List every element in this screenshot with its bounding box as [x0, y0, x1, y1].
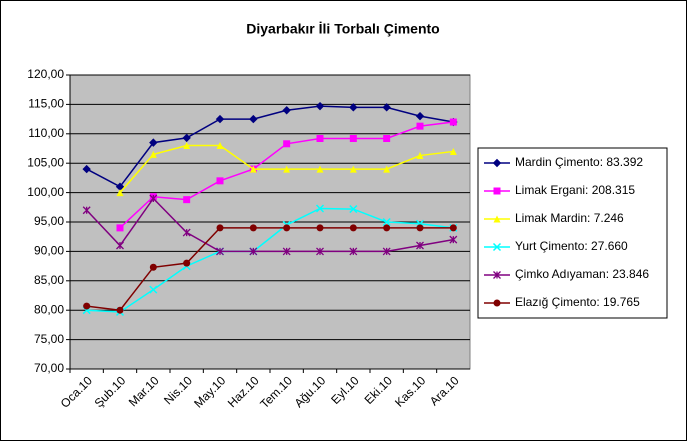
- marker: [215, 114, 225, 124]
- marker: [149, 194, 158, 203]
- marker: [315, 101, 325, 111]
- marker: [149, 138, 158, 147]
- marker: [116, 306, 124, 314]
- marker: [249, 114, 258, 124]
- marker: [416, 152, 424, 160]
- y-tick-label: 70,00: [34, 361, 64, 375]
- marker: [182, 228, 191, 237]
- marker: [116, 189, 124, 197]
- marker: [149, 150, 157, 158]
- marker: [349, 103, 358, 112]
- series-line: [86, 105, 454, 188]
- marker: [216, 142, 224, 150]
- marker: [383, 135, 391, 143]
- marker: [82, 164, 91, 174]
- marker: [493, 271, 501, 279]
- marker: [382, 247, 391, 256]
- marker: [493, 215, 501, 223]
- marker: [316, 247, 324, 256]
- marker: [493, 299, 501, 307]
- marker: [416, 122, 424, 130]
- marker: [216, 177, 224, 185]
- marker: [216, 247, 224, 256]
- marker: [492, 242, 502, 252]
- legend-label: Mardin Çimento: 83.392: [515, 155, 643, 169]
- marker: [149, 285, 158, 294]
- legend-label: Elazığ Çimento: 19.765: [515, 295, 640, 309]
- marker: [415, 111, 425, 121]
- marker: [183, 259, 191, 267]
- series-line: [86, 197, 454, 253]
- marker: [249, 224, 257, 232]
- marker: [283, 165, 291, 173]
- marker: [116, 241, 124, 250]
- y-tick-label: 80,00: [34, 302, 64, 316]
- marker: [493, 187, 501, 195]
- marker: [282, 247, 291, 256]
- marker: [383, 224, 391, 232]
- marker: [349, 247, 358, 256]
- marker: [382, 103, 391, 112]
- marker: [283, 224, 291, 232]
- marker: [182, 133, 191, 143]
- y-tick-label: 75,00: [34, 332, 64, 346]
- marker: [249, 165, 257, 173]
- marker: [116, 224, 124, 232]
- marker: [416, 241, 424, 250]
- marker: [82, 206, 91, 215]
- marker: [149, 263, 157, 271]
- y-tick-label: 115,00: [28, 97, 64, 111]
- series-line: [86, 207, 454, 313]
- legend-label: Yurt Çimento: 27.660: [515, 239, 628, 253]
- legend-label: Çimko Adıyaman: 23.846: [515, 267, 649, 281]
- marker: [349, 205, 358, 214]
- marker: [283, 140, 291, 148]
- y-tick-label: 95,00: [34, 214, 64, 228]
- marker: [249, 247, 258, 256]
- marker: [349, 224, 357, 232]
- y-tick-label: 110,00: [28, 126, 64, 140]
- legend-label: Limak Mardin: 7.246: [515, 211, 624, 225]
- marker: [449, 224, 457, 232]
- marker: [216, 224, 224, 232]
- marker: [449, 118, 457, 126]
- y-tick-label: 105,00: [27, 155, 64, 169]
- marker: [449, 147, 457, 155]
- chart-title: Diyarbakır İli Torbalı Çimento: [246, 21, 439, 37]
- marker: [83, 302, 91, 310]
- y-tick-label: 90,00: [34, 244, 64, 258]
- marker: [449, 235, 458, 244]
- y-tick-label: 100,00: [27, 185, 64, 199]
- marker: [349, 135, 357, 143]
- marker: [416, 224, 424, 232]
- marker: [383, 165, 391, 173]
- legend-box: [477, 147, 668, 319]
- marker: [282, 106, 291, 115]
- marker: [492, 158, 502, 168]
- marker: [349, 165, 357, 173]
- y-tick-label: 120,00: [27, 67, 64, 81]
- y-tick-label: 85,00: [34, 273, 64, 287]
- marker: [316, 165, 324, 173]
- series-line: [86, 227, 454, 311]
- legend-label: Limak Ergani: 208.315: [515, 183, 635, 197]
- marker: [315, 204, 325, 213]
- marker: [183, 196, 191, 204]
- marker: [316, 224, 324, 232]
- marker: [316, 135, 324, 143]
- marker: [382, 217, 391, 227]
- marker: [183, 142, 191, 150]
